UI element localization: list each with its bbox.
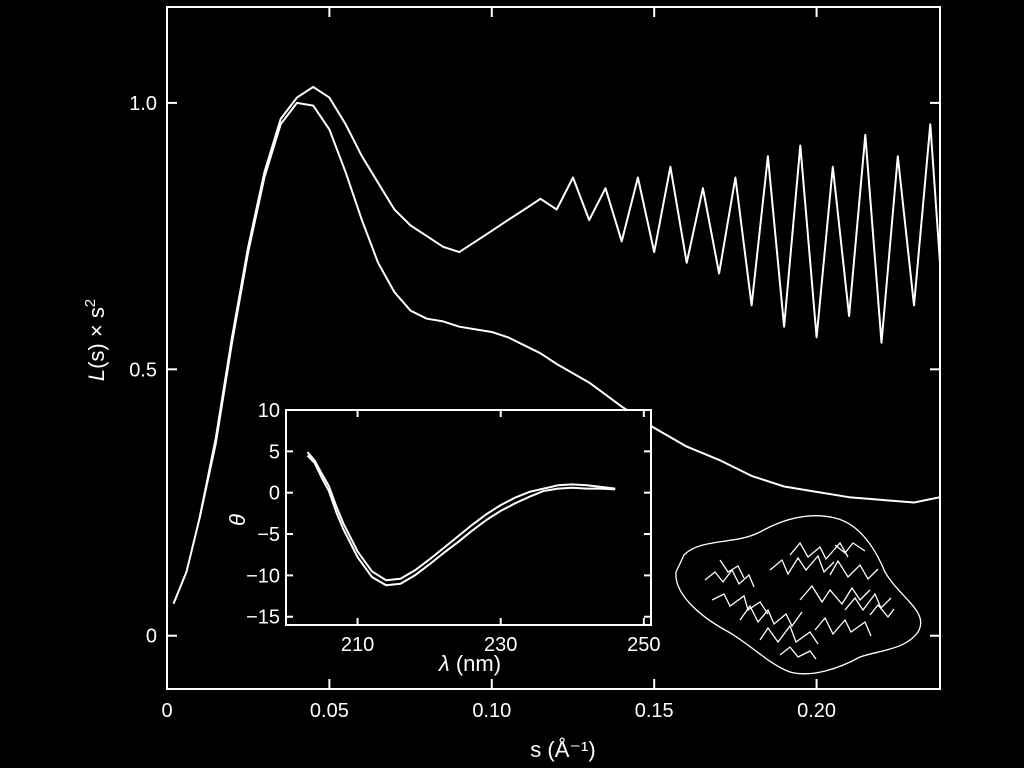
- inset-series-group: [306, 451, 616, 587]
- main-x-tick-label: 0.15: [635, 700, 674, 722]
- protein-ribbon: [704, 541, 895, 660]
- inset-ticks: 210 230 250 10 5 0 −5 −10 −15: [246, 400, 660, 656]
- main-x-tick-label: 0.05: [310, 700, 349, 722]
- inset-x-axis-title: λ (nm): [438, 651, 501, 676]
- main-series-line-2: [198, 85, 941, 519]
- inset-y-tick-label: −10: [246, 565, 280, 587]
- main-plot: 0 0.05 0.10 0.15 0.20 0 0.5 1.0 s (Å⁻¹) L(s) × …: [82, 6, 941, 762]
- inset-x-tick-label: 230: [484, 634, 517, 656]
- protein-structure-illustration: [675, 515, 922, 675]
- inset-y-tick-label: 10: [258, 400, 280, 422]
- main-series-group: [172, 85, 941, 605]
- inset-y-tick-label: −15: [246, 607, 280, 629]
- main-y-tick-label: 1.0: [129, 93, 157, 115]
- inset-plot-frame: [285, 409, 652, 626]
- inset-series-line-1: [306, 454, 616, 587]
- main-plot-frame: [166, 6, 941, 690]
- molecular-envelope: [675, 515, 922, 675]
- main-x-tick-label: 0.10: [472, 700, 511, 722]
- inset-y-tick-label: 0: [269, 483, 280, 505]
- inset-y-tick-label: 5: [269, 441, 280, 463]
- inset-y-tick-label: −5: [257, 524, 280, 546]
- inset-series-line-2: [306, 451, 616, 582]
- main-y-axis-title: L(s) × s2: [82, 299, 109, 381]
- main-x-tick-label: 0.20: [797, 700, 836, 722]
- main-x-axis-title: s (Å⁻¹): [530, 737, 595, 762]
- main-y-tick-label: 0: [146, 626, 157, 648]
- main-series-line-1: [172, 101, 941, 605]
- inset-x-tick-label: 210: [341, 634, 374, 656]
- main-x-tick-label: 0: [161, 700, 172, 722]
- main-y-tick-label: 0.5: [129, 359, 157, 381]
- inset-plot: 210 230 250 10 5 0 −5 −10 −15 λ (nm) θ: [225, 400, 661, 676]
- inset-y-axis-title: θ: [225, 514, 250, 526]
- main-ticks: 0 0.05 0.10 0.15 0.20 0 0.5 1.0: [129, 7, 940, 722]
- inset-x-tick-label: 250: [627, 634, 660, 656]
